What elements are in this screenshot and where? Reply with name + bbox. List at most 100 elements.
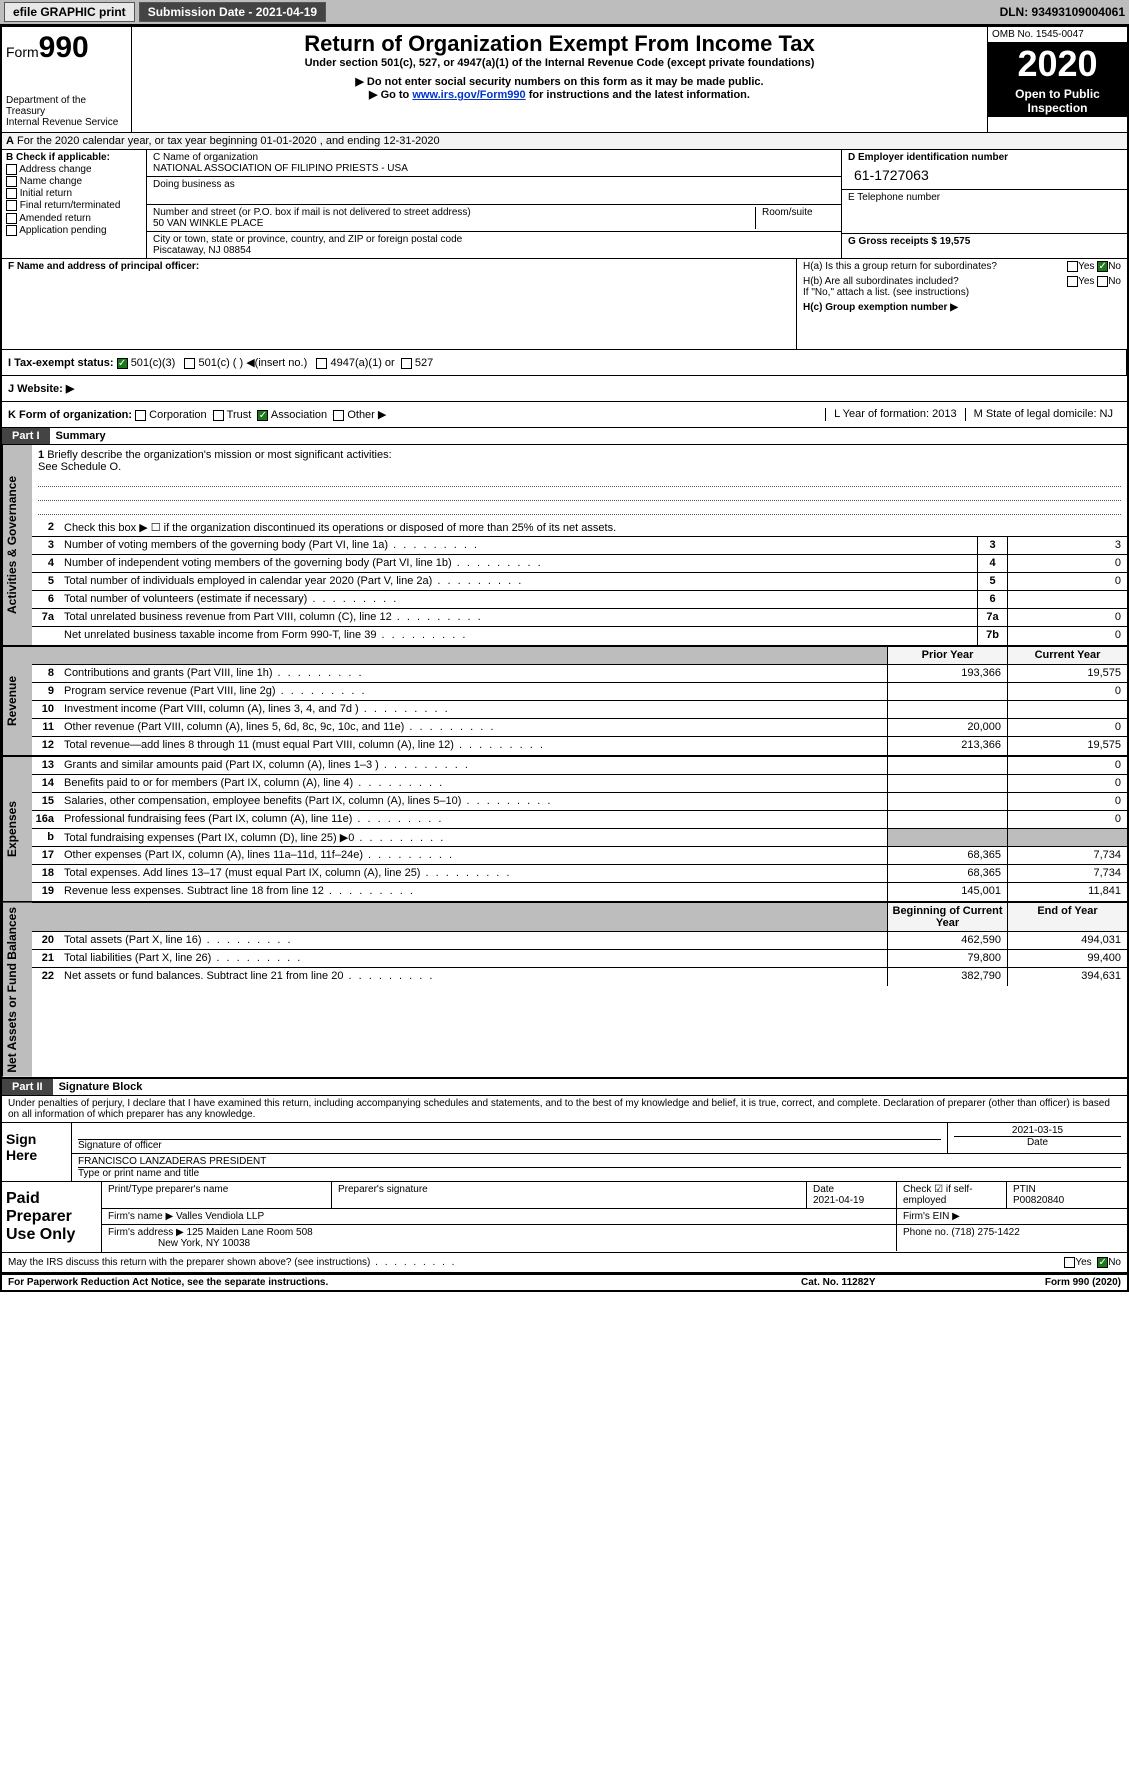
sig-date: 2021-03-15 [954, 1125, 1121, 1136]
line-16a: 16aProfessional fundraising fees (Part I… [32, 811, 1127, 829]
cb-amended[interactable]: Amended return [6, 213, 142, 224]
sign-here-label: Sign Here [2, 1123, 72, 1181]
cb-527[interactable] [401, 358, 412, 369]
efile-btn[interactable]: efile GRAPHIC print [4, 2, 135, 22]
form-footer: Form 990 (2020) [981, 1277, 1121, 1288]
subdate-btn[interactable]: Submission Date - 2021-04-19 [139, 2, 326, 22]
line-14: 14Benefits paid to or for members (Part … [32, 775, 1127, 793]
topbar: efile GRAPHIC print Submission Date - 20… [0, 0, 1129, 25]
room-label: Room/suite [755, 207, 835, 229]
line7b-val: 0 [1007, 627, 1127, 645]
box-d: D Employer identification number61-17270… [842, 150, 1127, 258]
open-public: Open to PublicInspection [988, 85, 1127, 117]
cb-trust[interactable] [213, 410, 224, 421]
line7a: Total unrelated business revenue from Pa… [60, 609, 977, 626]
line-18: 18Total expenses. Add lines 13–17 (must … [32, 865, 1127, 883]
irs-link[interactable]: www.irs.gov/Form990 [412, 89, 525, 101]
box-f: F Name and address of principal officer: [2, 259, 797, 349]
form-id: Form990 Department of the Treasury Inter… [2, 27, 132, 132]
firm-addr1: 125 Maiden Lane Room 508 [187, 1227, 313, 1238]
firm-name: Valles Vendiola LLP [176, 1211, 264, 1222]
line-b: bTotal fundraising expenses (Part IX, co… [32, 829, 1127, 847]
sig-date-label: Date [954, 1136, 1121, 1148]
line4-val: 0 [1007, 555, 1127, 572]
part1-header: Part I Summary [2, 428, 1127, 445]
line-17: 17Other expenses (Part IX, column (A), l… [32, 847, 1127, 865]
ptin: P00820840 [1013, 1195, 1064, 1206]
form-org-label: K Form of organization: [8, 409, 132, 421]
header: Form990 Department of the Treasury Inter… [2, 27, 1127, 133]
mission-block: 1 Briefly describe the organization's mi… [32, 445, 1127, 519]
irs-discuss-label: May the IRS discuss this return with the… [8, 1257, 456, 1268]
header-right: OMB No. 1545-0047 2020 Open to PublicIns… [987, 27, 1127, 132]
addr-label: Number and street (or P.O. box if mail i… [153, 207, 755, 218]
line-9: 9Program service revenue (Part VIII, lin… [32, 683, 1127, 701]
ha-label: H(a) Is this a group return for subordin… [803, 261, 997, 272]
row-j: J Website: ▶ [2, 376, 1127, 402]
website-label: J Website: ▶ [8, 383, 74, 395]
line7a-val: 0 [1007, 609, 1127, 626]
city: Piscataway, NJ 08854 [153, 245, 835, 256]
tax-year: 2020 [988, 43, 1127, 85]
part1-title: Summary [50, 428, 112, 444]
expenses-vlabel: Expenses [2, 757, 32, 901]
hb-note: If "No," attach a list. (see instruction… [803, 287, 1121, 298]
self-employed: Check ☑ if self-employed [897, 1182, 1007, 1208]
section-bcd: B Check if applicable: Address change Na… [2, 150, 1127, 259]
paid-preparer-label: Paid Preparer Use Only [2, 1182, 102, 1252]
line3-val: 3 [1007, 537, 1127, 554]
sig-officer-label: Signature of officer [78, 1139, 941, 1151]
line-21: 21Total liabilities (Part X, line 26)79,… [32, 950, 1127, 968]
ein: 61-1727063 [848, 163, 1121, 187]
line-13: 13Grants and similar amounts paid (Part … [32, 757, 1127, 775]
prep-date: 2021-04-19 [813, 1195, 864, 1206]
box-b-title: B Check if applicable: [6, 152, 110, 163]
line-8: 8Contributions and grants (Part VIII, li… [32, 665, 1127, 683]
box-b: B Check if applicable: Address change Na… [2, 150, 147, 258]
omb-number: OMB No. 1545-0047 [988, 27, 1127, 43]
tax-status-label: I Tax-exempt status: [8, 357, 114, 369]
header-title-block: Return of Organization Exempt From Incom… [132, 27, 987, 132]
box-c: C Name of organizationNATIONAL ASSOCIATI… [147, 150, 842, 258]
beg-year-hdr: Beginning of Current Year [887, 903, 1007, 931]
line2: Check this box ▶ ☐ if the organization d… [60, 519, 1127, 536]
firm-phone: Phone no. (718) 275-1422 [897, 1225, 1127, 1251]
cb-corp[interactable] [135, 410, 146, 421]
prep-date-hdr: Date [813, 1184, 834, 1195]
dba-label: Doing business as [153, 179, 835, 190]
row-i: I Tax-exempt status: ✓ 501(c)(3) 501(c) … [2, 350, 1127, 376]
cb-app-pending[interactable]: Application pending [6, 225, 142, 236]
revenue-vlabel: Revenue [2, 647, 32, 755]
netassets-vlabel: Net Assets or Fund Balances [2, 903, 32, 1077]
cb-final-return[interactable]: Final return/terminated [6, 200, 142, 211]
revenue-section: Revenue Prior YearCurrent Year 8Contribu… [2, 647, 1127, 757]
cb-assoc[interactable]: ✓ [257, 410, 268, 421]
part1-label: Part I [2, 428, 50, 444]
line7b: Net unrelated business taxable income fr… [60, 627, 977, 645]
line1-label: Briefly describe the organization's miss… [47, 449, 391, 461]
form-container: Form990 Department of the Treasury Inter… [0, 25, 1129, 1292]
line6: Total number of volunteers (estimate if … [60, 591, 977, 608]
subtitle-3: ▶ Go to www.irs.gov/Form990 for instruct… [136, 88, 983, 101]
cb-other[interactable] [333, 410, 344, 421]
cb-initial-return[interactable]: Initial return [6, 188, 142, 199]
governance-section: Activities & Governance 1 Briefly descri… [2, 445, 1127, 647]
cb-501c3[interactable]: ✓ [117, 358, 128, 369]
line-10: 10Investment income (Part VIII, column (… [32, 701, 1127, 719]
row-fh: F Name and address of principal officer:… [2, 259, 1127, 350]
dept-treasury: Department of the Treasury [6, 95, 127, 117]
governance-vlabel: Activities & Governance [2, 445, 32, 645]
cb-501c[interactable] [184, 358, 195, 369]
line1-value: See Schedule O. [38, 461, 121, 473]
cb-4947[interactable] [316, 358, 327, 369]
cb-name-change[interactable]: Name change [6, 176, 142, 187]
end-year-hdr: End of Year [1007, 903, 1127, 931]
prior-year-hdr: Prior Year [887, 647, 1007, 664]
prep-name-hdr: Print/Type preparer's name [102, 1182, 332, 1208]
footer: For Paperwork Reduction Act Notice, see … [2, 1274, 1127, 1290]
irs-discuss-row: May the IRS discuss this return with the… [2, 1253, 1127, 1274]
cb-address-change[interactable]: Address change [6, 164, 142, 175]
cat-no: Cat. No. 11282Y [801, 1277, 981, 1288]
org-name-label: C Name of organization [153, 152, 835, 163]
ein-label: D Employer identification number [848, 152, 1008, 163]
